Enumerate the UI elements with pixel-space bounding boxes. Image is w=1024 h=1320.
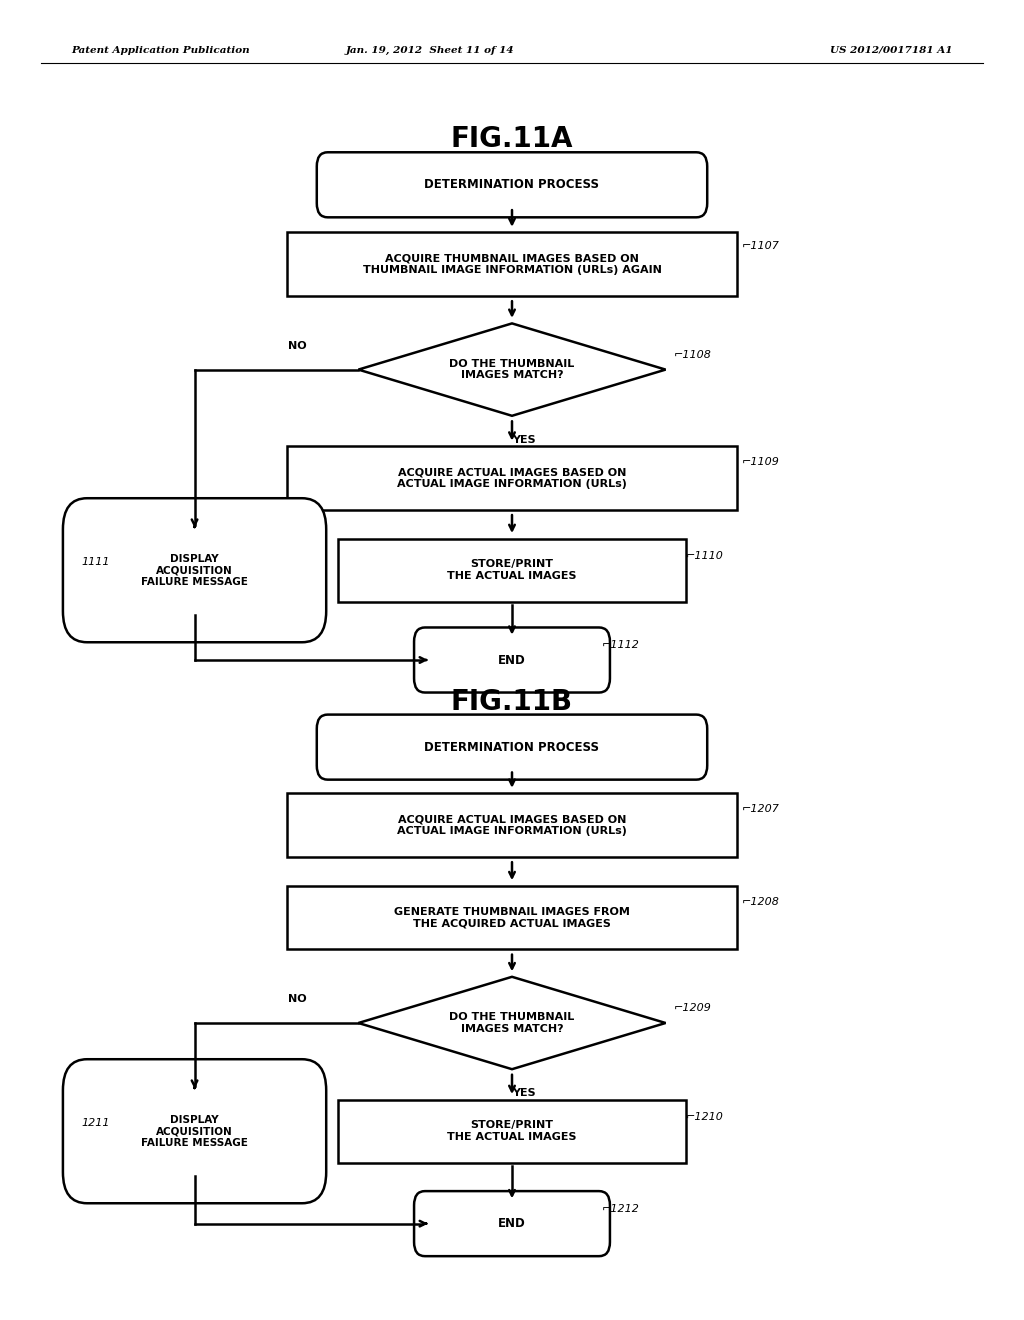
Bar (287, 446, 737, 510)
Text: Jan. 19, 2012  Sheet 11 of 14: Jan. 19, 2012 Sheet 11 of 14 (346, 46, 514, 54)
Text: ACQUIRE ACTUAL IMAGES BASED ON
ACTUAL IMAGE INFORMATION (URLs): ACQUIRE ACTUAL IMAGES BASED ON ACTUAL IM… (397, 467, 627, 488)
Polygon shape (358, 977, 666, 1069)
Text: ACQUIRE THUMBNAIL IMAGES BASED ON
THUMBNAIL IMAGE INFORMATION (URLs) AGAIN: ACQUIRE THUMBNAIL IMAGES BASED ON THUMBN… (362, 253, 662, 275)
Text: ⌐1209: ⌐1209 (674, 1003, 712, 1014)
FancyBboxPatch shape (62, 498, 327, 643)
Text: DO THE THUMBNAIL
IMAGES MATCH?: DO THE THUMBNAIL IMAGES MATCH? (450, 1012, 574, 1034)
Text: ⌐1210: ⌐1210 (686, 1111, 724, 1122)
Text: FIG.11A: FIG.11A (451, 124, 573, 153)
Text: END: END (498, 1217, 526, 1230)
Bar (287, 886, 737, 949)
FancyBboxPatch shape (414, 1191, 610, 1257)
Text: ⌐1207: ⌐1207 (741, 804, 779, 814)
Text: GENERATE THUMBNAIL IMAGES FROM
THE ACQUIRED ACTUAL IMAGES: GENERATE THUMBNAIL IMAGES FROM THE ACQUI… (394, 907, 630, 928)
Text: YES: YES (512, 1088, 537, 1098)
Text: ⌐1112: ⌐1112 (602, 640, 640, 651)
Text: STORE/PRINT
THE ACTUAL IMAGES: STORE/PRINT THE ACTUAL IMAGES (447, 1121, 577, 1142)
Bar (287, 232, 737, 296)
FancyBboxPatch shape (414, 627, 610, 693)
Text: ACQUIRE ACTUAL IMAGES BASED ON
ACTUAL IMAGE INFORMATION (URLs): ACQUIRE ACTUAL IMAGES BASED ON ACTUAL IM… (397, 814, 627, 836)
Bar (338, 539, 686, 602)
Text: DISPLAY
ACQUISITION
FAILURE MESSAGE: DISPLAY ACQUISITION FAILURE MESSAGE (141, 553, 248, 587)
Text: Patent Application Publication: Patent Application Publication (72, 46, 250, 54)
Text: DETERMINATION PROCESS: DETERMINATION PROCESS (425, 741, 599, 754)
Text: ⌐1208: ⌐1208 (741, 896, 779, 907)
Text: ⌐1109: ⌐1109 (741, 457, 779, 467)
Text: ⌐1107: ⌐1107 (741, 240, 779, 251)
Text: FIG.11B: FIG.11B (451, 688, 573, 717)
Text: 1211: 1211 (82, 1118, 111, 1129)
Text: YES: YES (512, 434, 537, 445)
Bar (338, 1100, 686, 1163)
Bar (287, 793, 737, 857)
FancyBboxPatch shape (62, 1059, 327, 1204)
Text: END: END (498, 653, 526, 667)
Polygon shape (358, 323, 666, 416)
Text: STORE/PRINT
THE ACTUAL IMAGES: STORE/PRINT THE ACTUAL IMAGES (447, 560, 577, 581)
Text: DETERMINATION PROCESS: DETERMINATION PROCESS (425, 178, 599, 191)
Text: NO: NO (288, 994, 306, 1005)
FancyBboxPatch shape (316, 152, 708, 218)
Text: NO: NO (288, 341, 306, 351)
Text: DO THE THUMBNAIL
IMAGES MATCH?: DO THE THUMBNAIL IMAGES MATCH? (450, 359, 574, 380)
Text: ⌐1108: ⌐1108 (674, 350, 712, 360)
Text: 1111: 1111 (82, 557, 111, 568)
Text: ⌐1212: ⌐1212 (602, 1204, 640, 1214)
Text: DISPLAY
ACQUISITION
FAILURE MESSAGE: DISPLAY ACQUISITION FAILURE MESSAGE (141, 1114, 248, 1148)
Text: ⌐1110: ⌐1110 (686, 550, 724, 561)
Text: US 2012/0017181 A1: US 2012/0017181 A1 (829, 46, 952, 54)
FancyBboxPatch shape (316, 714, 708, 780)
